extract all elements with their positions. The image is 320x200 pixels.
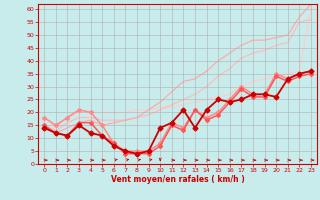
X-axis label: Vent moyen/en rafales ( km/h ): Vent moyen/en rafales ( km/h ) bbox=[111, 175, 244, 184]
